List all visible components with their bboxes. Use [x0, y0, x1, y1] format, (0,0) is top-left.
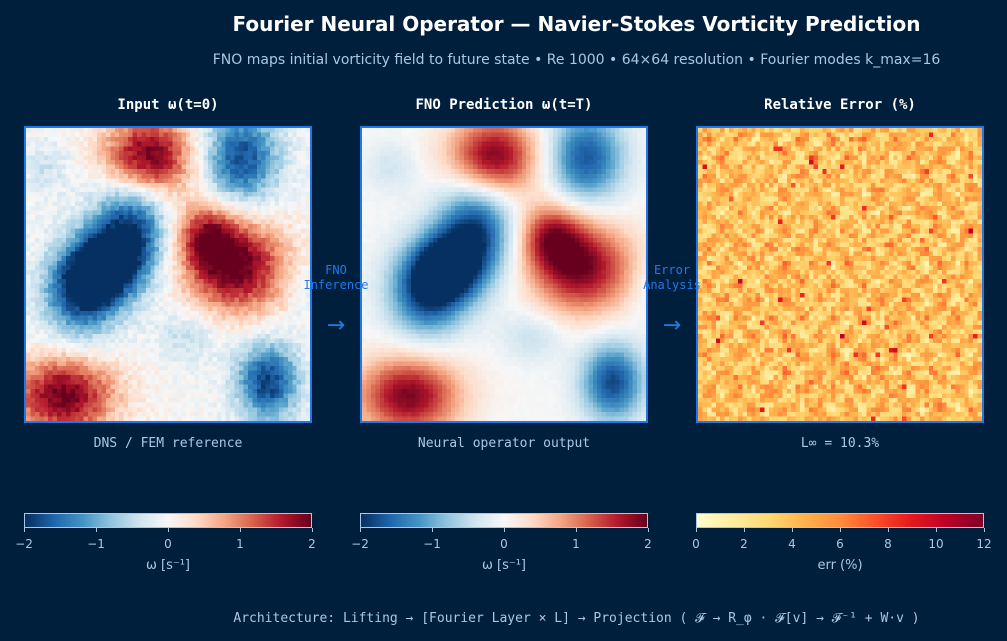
colorbar-tick-label: 10 — [928, 537, 944, 551]
colorbar-tick-mark — [96, 528, 97, 532]
colorbar-tick-label: 0 — [692, 537, 700, 551]
fno-inference-label: FNO Inference — [303, 263, 369, 292]
error-colorbar-label: err (%) — [817, 558, 863, 573]
colorbar-tick-mark — [840, 528, 841, 532]
colorbar-tick-mark — [888, 528, 889, 532]
colorbar-tick-label: 0 — [164, 537, 172, 551]
colorbar-tick-label: 2 — [308, 537, 316, 551]
prediction-colorbar-label: ω [s⁻¹] — [481, 558, 526, 573]
colorbar-tick-mark — [744, 528, 745, 532]
colorbar-tick-label: −1 — [423, 537, 441, 551]
colorbar-tick-mark — [696, 528, 697, 532]
input-colorbar-label: ω [s⁻¹] — [145, 558, 190, 573]
arrow-right-icon: → — [662, 313, 682, 338]
error-caption: L∞ = 10.3% — [800, 436, 880, 451]
colorbar-tick-label: 2 — [740, 537, 748, 551]
colorbar-tick-label: 1 — [572, 537, 580, 551]
colorbar-tick-mark — [984, 528, 985, 532]
input-caption: DNS / FEM reference — [93, 436, 243, 451]
prediction-heatmap — [360, 126, 648, 423]
colorbar-tick-mark — [936, 528, 937, 532]
colorbar-tick-label: 0 — [500, 537, 508, 551]
page-title: Fourier Neural Operator — Navier-Stokes … — [232, 12, 921, 36]
colorbar-tick-mark — [432, 528, 433, 532]
colorbar-tick-label: 8 — [884, 537, 892, 551]
colorbar-tick-mark — [240, 528, 241, 532]
error-analysis-label: Error Analysis — [643, 263, 701, 292]
arrow-right-icon: → — [326, 313, 346, 338]
colorbar-tick-label: 12 — [976, 537, 992, 551]
error-heatmap — [696, 126, 984, 423]
input-heatmap — [24, 126, 312, 423]
input-colorbar — [24, 513, 312, 528]
architecture-footer: Architecture: Lifting → [Fourier Layer ×… — [233, 611, 920, 626]
panel-title-error: Relative Error (%) — [764, 97, 916, 113]
colorbar-tick-mark — [792, 528, 793, 532]
colorbar-tick-mark — [360, 528, 361, 532]
colorbar-tick-mark — [648, 528, 649, 532]
error-colorbar — [696, 513, 984, 528]
prediction-colorbar — [360, 513, 648, 528]
colorbar-tick-label: 4 — [788, 537, 796, 551]
panel-title-prediction: FNO Prediction ω(t=T) — [415, 97, 593, 113]
colorbar-tick-label: −1 — [87, 537, 105, 551]
panel-title-input: Input ω(t=0) — [117, 97, 219, 113]
colorbar-tick-label: −2 — [15, 537, 33, 551]
colorbar-tick-label: 2 — [644, 537, 652, 551]
colorbar-tick-mark — [504, 528, 505, 532]
colorbar-tick-label: 1 — [236, 537, 244, 551]
prediction-caption: Neural operator output — [417, 436, 591, 451]
colorbar-tick-mark — [312, 528, 313, 532]
colorbar-tick-mark — [168, 528, 169, 532]
colorbar-tick-mark — [24, 528, 25, 532]
colorbar-tick-label: 6 — [836, 537, 844, 551]
page-subtitle: FNO maps initial vorticity field to futu… — [212, 52, 941, 68]
colorbar-tick-mark — [576, 528, 577, 532]
colorbar-tick-label: −2 — [351, 537, 369, 551]
